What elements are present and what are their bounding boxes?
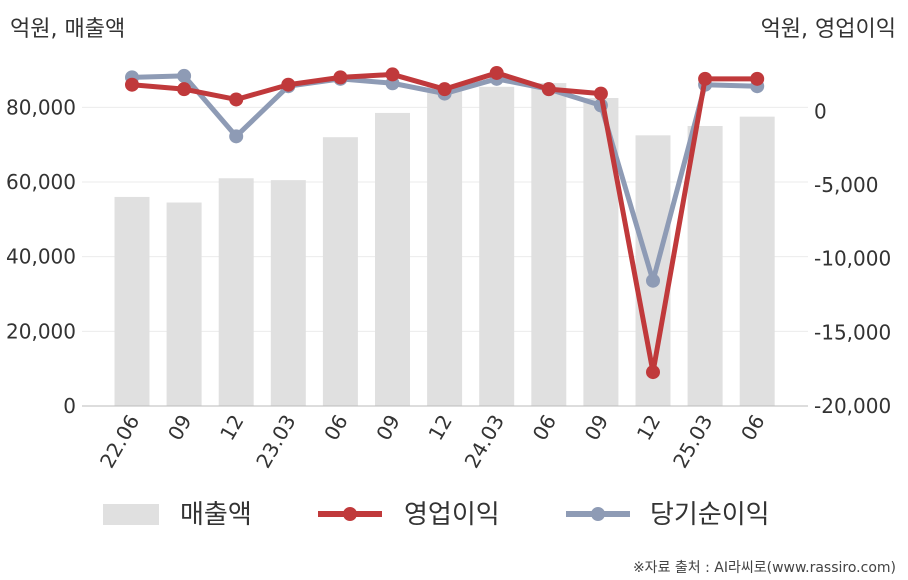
x-tick-label: 09: [580, 411, 614, 445]
point-operating-profit: [593, 86, 608, 101]
x-tick-label: 09: [371, 411, 405, 445]
bar-sales: [375, 112, 410, 406]
bar-sales: [114, 196, 150, 406]
right-axis-unit: 억원, 영업이익: [761, 17, 896, 42]
x-tick-label: 22.06: [95, 411, 144, 473]
point-operating-profit: [229, 92, 244, 107]
point-operating-profit: [489, 65, 504, 80]
point-operating-profit: [125, 77, 139, 92]
x-tick-label: 12: [423, 411, 457, 445]
point-operating-profit: [333, 70, 348, 85]
bar-series-sales: [114, 83, 775, 407]
point-operating-profit: [177, 82, 192, 97]
point-net-income: [177, 68, 192, 83]
point-operating-profit: [385, 67, 400, 82]
x-tick-label: 12: [632, 411, 666, 445]
x-tick-label: 06: [528, 411, 562, 445]
legend-marker-net-income: [591, 507, 605, 521]
x-tick-label: 06: [736, 411, 770, 445]
left-axis-ticks: 0 20,000 40,000 60,000 80,000: [6, 95, 76, 418]
left-axis-unit: 억원, 매출액: [10, 17, 125, 42]
legend: 매출액 영업이익 당기순이익: [103, 500, 770, 530]
bar-sales: [218, 178, 254, 406]
left-tick-label: 80,000: [6, 95, 76, 119]
bar-sales: [270, 180, 306, 406]
x-tick-label: 24.03: [460, 411, 509, 473]
bar-sales: [531, 83, 567, 407]
left-tick-label: 40,000: [6, 245, 76, 269]
right-tick-label: -5,000: [814, 173, 878, 197]
left-tick-label: 60,000: [6, 170, 76, 194]
legend-label-net-income: 당기순이익: [650, 500, 770, 530]
line-series-group: [125, 65, 765, 380]
x-tick-label: 09: [163, 411, 197, 445]
point-operating-profit: [281, 77, 296, 92]
x-axis-ticks: 22.06 09 12 23.03 06 09 12 24.03 06 09 12 25.03 06: [95, 411, 770, 473]
right-tick-label: -20,000: [814, 394, 891, 418]
bar-sales: [322, 137, 358, 406]
left-tick-label: 20,000: [6, 319, 76, 343]
x-tick-label: 25.03: [668, 411, 717, 473]
right-axis-ticks: -20,000 -15,000 -10,000 -5,000 0: [814, 99, 891, 418]
point-operating-profit: [646, 365, 660, 380]
x-tick-label: 23.03: [251, 411, 300, 473]
point-net-income: [229, 129, 244, 144]
x-tick-label: 06: [319, 411, 353, 445]
right-tick-label: -15,000: [814, 320, 891, 344]
legend-label-operating-profit: 영업이익: [404, 500, 500, 530]
legend-swatch-sales: [103, 504, 159, 525]
bar-sales: [739, 116, 775, 407]
bar-sales: [479, 86, 515, 407]
source-note: ※자료 출처 : AI라씨로(www.rassiro.com): [633, 560, 896, 576]
x-tick-label: 12: [215, 411, 249, 445]
point-operating-profit: [698, 71, 713, 86]
right-tick-label: 0: [814, 99, 827, 123]
legend-marker-operating-profit: [343, 507, 357, 521]
point-operating-profit: [541, 82, 556, 97]
right-tick-label: -10,000: [814, 247, 891, 271]
point-operating-profit: [437, 82, 452, 97]
point-net-income: [646, 273, 660, 288]
legend-label-sales: 매출액: [180, 500, 252, 530]
bar-sales: [687, 126, 723, 406]
left-tick-label: 0: [63, 394, 76, 418]
point-operating-profit: [750, 71, 765, 86]
bar-sales: [427, 84, 463, 406]
bar-sales: [166, 202, 202, 406]
